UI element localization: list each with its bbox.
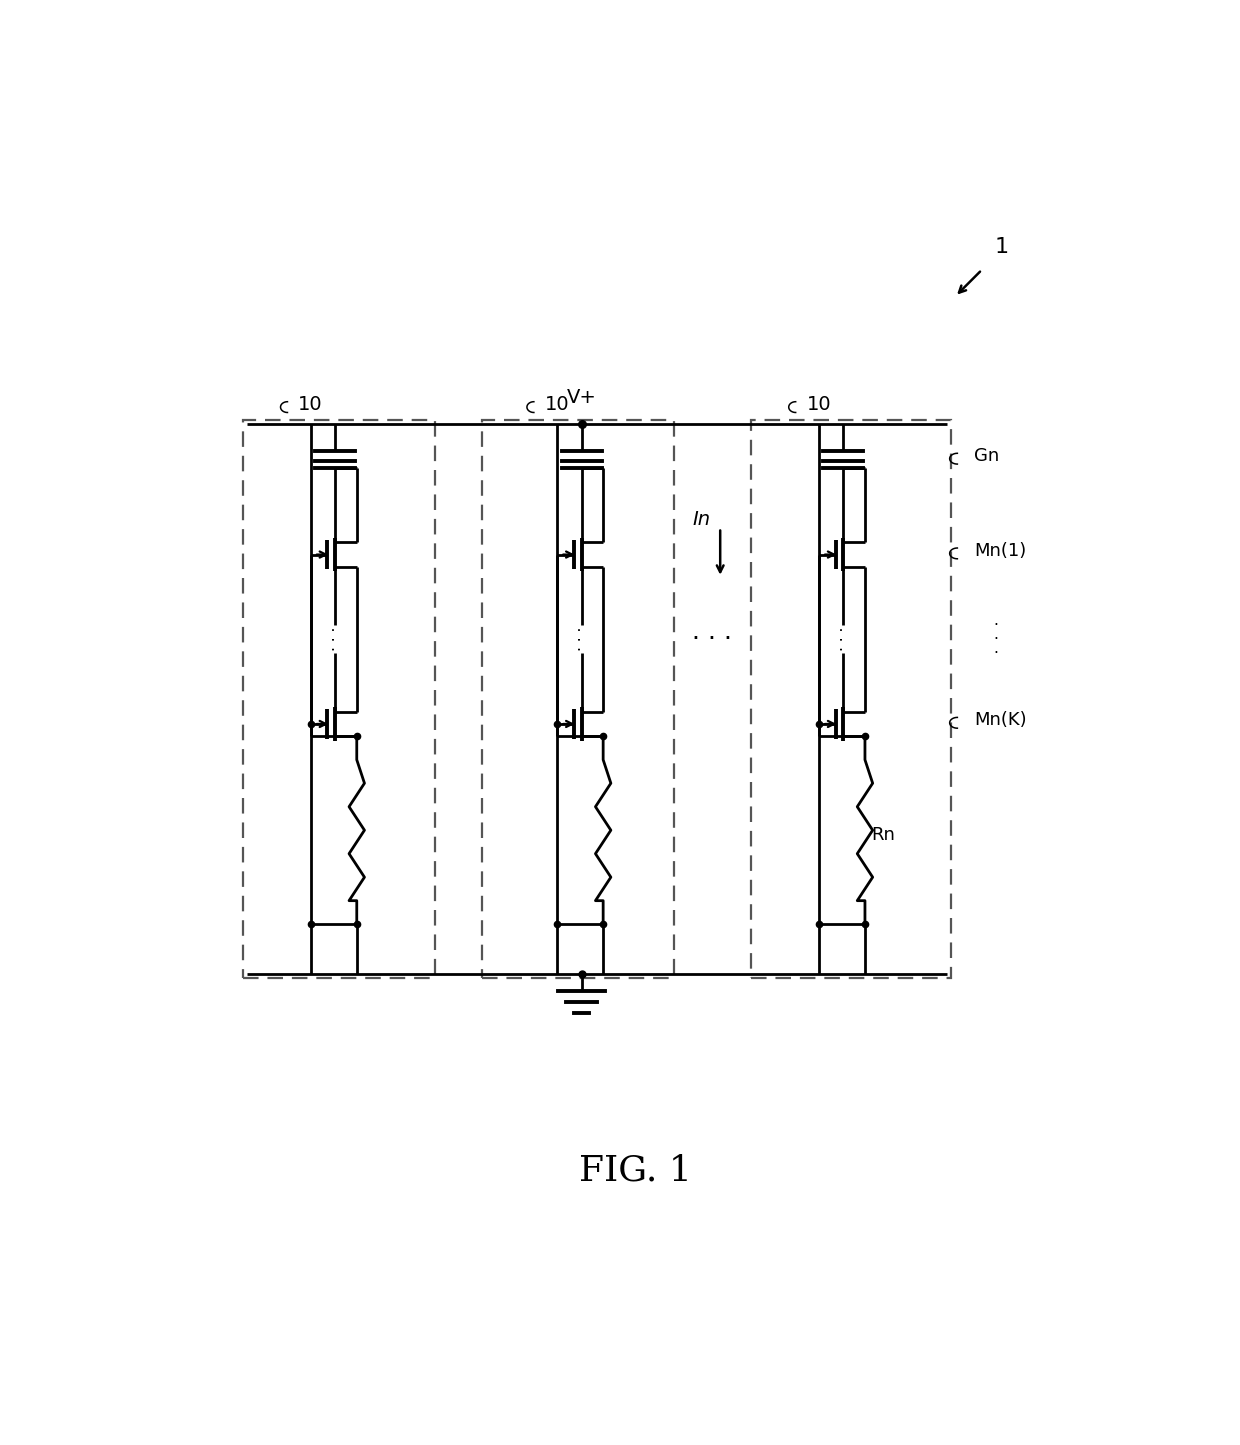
- Bar: [243, 420, 435, 978]
- Text: Rn: Rn: [872, 827, 895, 844]
- Bar: [481, 420, 675, 978]
- Text: ·
·
·: · · ·: [993, 618, 998, 660]
- Text: · · ·: · · ·: [574, 627, 589, 652]
- Text: Mn(1): Mn(1): [975, 542, 1027, 559]
- Bar: [751, 420, 951, 978]
- Text: Gn: Gn: [975, 447, 999, 465]
- Text: · · ·: · · ·: [836, 627, 851, 652]
- Text: 10: 10: [806, 394, 831, 413]
- Text: 10: 10: [299, 394, 322, 413]
- Text: 1: 1: [994, 237, 1008, 257]
- Text: · · ·: · · ·: [327, 627, 342, 652]
- Text: · · ·: · · ·: [692, 627, 733, 652]
- Text: FIG. 1: FIG. 1: [579, 1153, 692, 1188]
- Text: Mn(K): Mn(K): [975, 711, 1027, 730]
- Text: In: In: [692, 510, 711, 529]
- Text: 10: 10: [544, 394, 569, 413]
- Text: V+: V+: [567, 387, 596, 406]
